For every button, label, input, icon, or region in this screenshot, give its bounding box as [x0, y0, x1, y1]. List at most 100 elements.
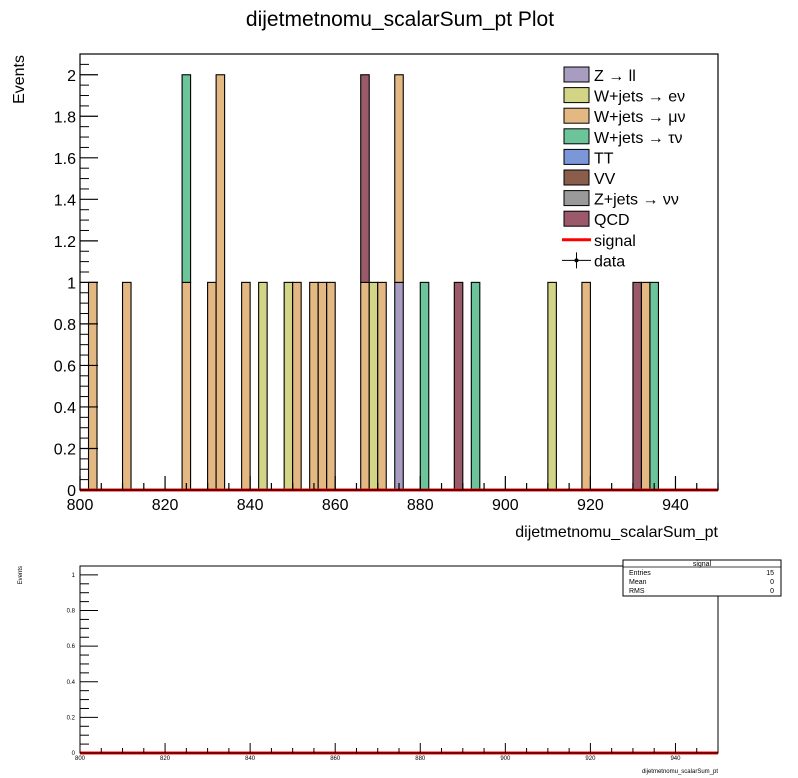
bar-we-910 — [547, 281, 557, 491]
bar-zll-874 — [394, 281, 404, 491]
legend-swatch — [563, 210, 590, 227]
stacked-bars — [87, 74, 660, 491]
lower-y-axis-label: Events — [18, 566, 24, 584]
bar-wmu-918 — [581, 281, 591, 491]
bar-wmu-858 — [326, 281, 336, 491]
bar-wmu-830 — [207, 281, 217, 491]
legend-label: TT — [594, 150, 614, 167]
x-tick-label: 880 — [407, 497, 434, 514]
legend-entry-3: W+jets → τν — [563, 128, 683, 147]
x-tick-label: 900 — [492, 497, 519, 514]
bar-wmu-932 — [640, 281, 651, 491]
lower-y-tick-label: 1 — [72, 573, 76, 579]
legend-entry-7: QCD — [563, 210, 630, 229]
bar-we-868 — [368, 281, 379, 491]
bar-wtau-824 — [181, 74, 192, 283]
legend-label: Z+jets → νν — [594, 192, 679, 209]
bar-wmu-850 — [292, 281, 302, 491]
legend-swatch — [574, 258, 579, 263]
y-tick-label: 1 — [67, 275, 76, 292]
lower-x-tick-label: 820 — [160, 756, 171, 762]
stats-rms-value: 0 — [770, 588, 774, 595]
legend-entry-2: W+jets → μν — [563, 107, 685, 126]
stats-box: signal Entries 15 Mean 0 RMS 0 — [622, 559, 782, 597]
legend-swatch — [563, 190, 590, 207]
x-tick-label: 940 — [662, 497, 689, 514]
bar-qcd-866 — [360, 74, 370, 283]
legend-swatch — [563, 107, 590, 124]
lower-y-tick-label: 0.8 — [67, 609, 76, 615]
bar-wmu-832 — [215, 74, 226, 491]
y-tick-label: 0.4 — [54, 400, 76, 417]
lower-y-tick-label: 0 — [72, 751, 76, 757]
bar-wmu-854 — [309, 281, 319, 491]
lower-x-tick-label: 920 — [585, 756, 596, 762]
chart-title: dijetmetnomu_scalarSum_pt Plot — [246, 8, 554, 31]
legend-label: data — [594, 253, 625, 270]
lower-x-tick-label: 900 — [500, 756, 511, 762]
x-axis-label: dijetmetnomu_scalarSum_pt — [515, 524, 718, 541]
stats-box-title: signal — [693, 561, 712, 568]
bar-wmu-856 — [317, 281, 328, 491]
bar-we-842 — [258, 281, 268, 491]
x-tick-label: 860 — [322, 497, 349, 514]
lower-x-axis: 800 820 840 860 880 900 920 940 — [75, 743, 719, 762]
y-tick-label: 1.4 — [54, 192, 76, 209]
legend-swatch — [563, 128, 590, 145]
bar-qcd-930 — [632, 281, 642, 491]
lower-y-tick-label: 0.6 — [67, 644, 76, 650]
x-tick-label: 920 — [577, 497, 604, 514]
legend-label: W+jets → μν — [594, 109, 685, 126]
bar-wmu-810 — [121, 281, 132, 491]
bar-qcd-888 — [453, 281, 464, 491]
y-tick-label: 0.8 — [54, 317, 76, 334]
lower-x-tick-label: 800 — [75, 756, 86, 762]
x-tick-label: 840 — [237, 497, 264, 514]
bar-wmu-866 — [360, 281, 370, 491]
legend-entry-6: Z+jets → νν — [563, 190, 679, 209]
bar-wmu-802 — [87, 281, 98, 491]
legend-label: Z → ll — [594, 68, 636, 85]
legend-swatch — [563, 148, 590, 165]
stats-mean-label: Mean — [629, 579, 647, 586]
bar-wtau-934 — [649, 281, 660, 491]
y-tick-label: 1.2 — [54, 234, 76, 251]
y-tick-label: 0 — [67, 483, 76, 500]
bar-wmu-870 — [377, 281, 387, 491]
legend-entry-5: VV — [563, 169, 616, 188]
bar-wmu-838 — [241, 281, 251, 491]
stats-entries-value: 15 — [766, 570, 774, 577]
stats-mean-value: 0 — [770, 579, 774, 586]
legend-label: W+jets → τν — [594, 130, 683, 147]
x-axis: 800 820 840 860 880 900 920 940 — [67, 476, 719, 514]
legend-swatch — [563, 169, 590, 186]
legend-label: VV — [594, 171, 616, 188]
legend-label: QCD — [594, 212, 630, 229]
lower-y-tick-label: 0.2 — [67, 715, 76, 721]
y-tick-label: 0.6 — [54, 358, 76, 375]
bar-wtau-892 — [470, 281, 481, 491]
bar-wmu-824 — [181, 281, 192, 491]
y-axis-label: Events — [11, 55, 28, 104]
stats-rms-label: RMS — [629, 588, 645, 595]
legend-entry-0: Z → ll — [563, 66, 636, 85]
y-tick-label: 0.2 — [54, 441, 76, 458]
y-tick-label: 1.8 — [54, 109, 76, 126]
legend: Z → ll W+jets → eν W+jets → μν W+jets → τν T… — [562, 66, 685, 270]
lower-y-axis: 0 0.2 0.4 0.6 0.8 1 — [67, 573, 98, 757]
legend-swatch — [563, 87, 590, 104]
bar-we-848 — [283, 281, 294, 491]
lower-plot-frame — [79, 565, 719, 754]
bar-wtau-880 — [419, 281, 430, 491]
legend-entry-4: TT — [563, 148, 614, 167]
y-axis: 0 0.2 0.4 0.6 0.8 1 1.2 1.4 1.6 1.8 2 — [54, 53, 98, 500]
legend-label: W+jets → eν — [594, 89, 685, 106]
lower-y-tick-label: 0.4 — [67, 680, 76, 686]
legend-entry-9: data — [562, 252, 625, 270]
lower-x-tick-label: 880 — [415, 756, 426, 762]
legend-swatch — [563, 66, 590, 83]
lower-x-tick-label: 940 — [670, 756, 681, 762]
legend-entry-8: signal — [562, 233, 636, 250]
lower-x-axis-label: dijetmetnomu_scalarSum_pt — [642, 769, 718, 775]
